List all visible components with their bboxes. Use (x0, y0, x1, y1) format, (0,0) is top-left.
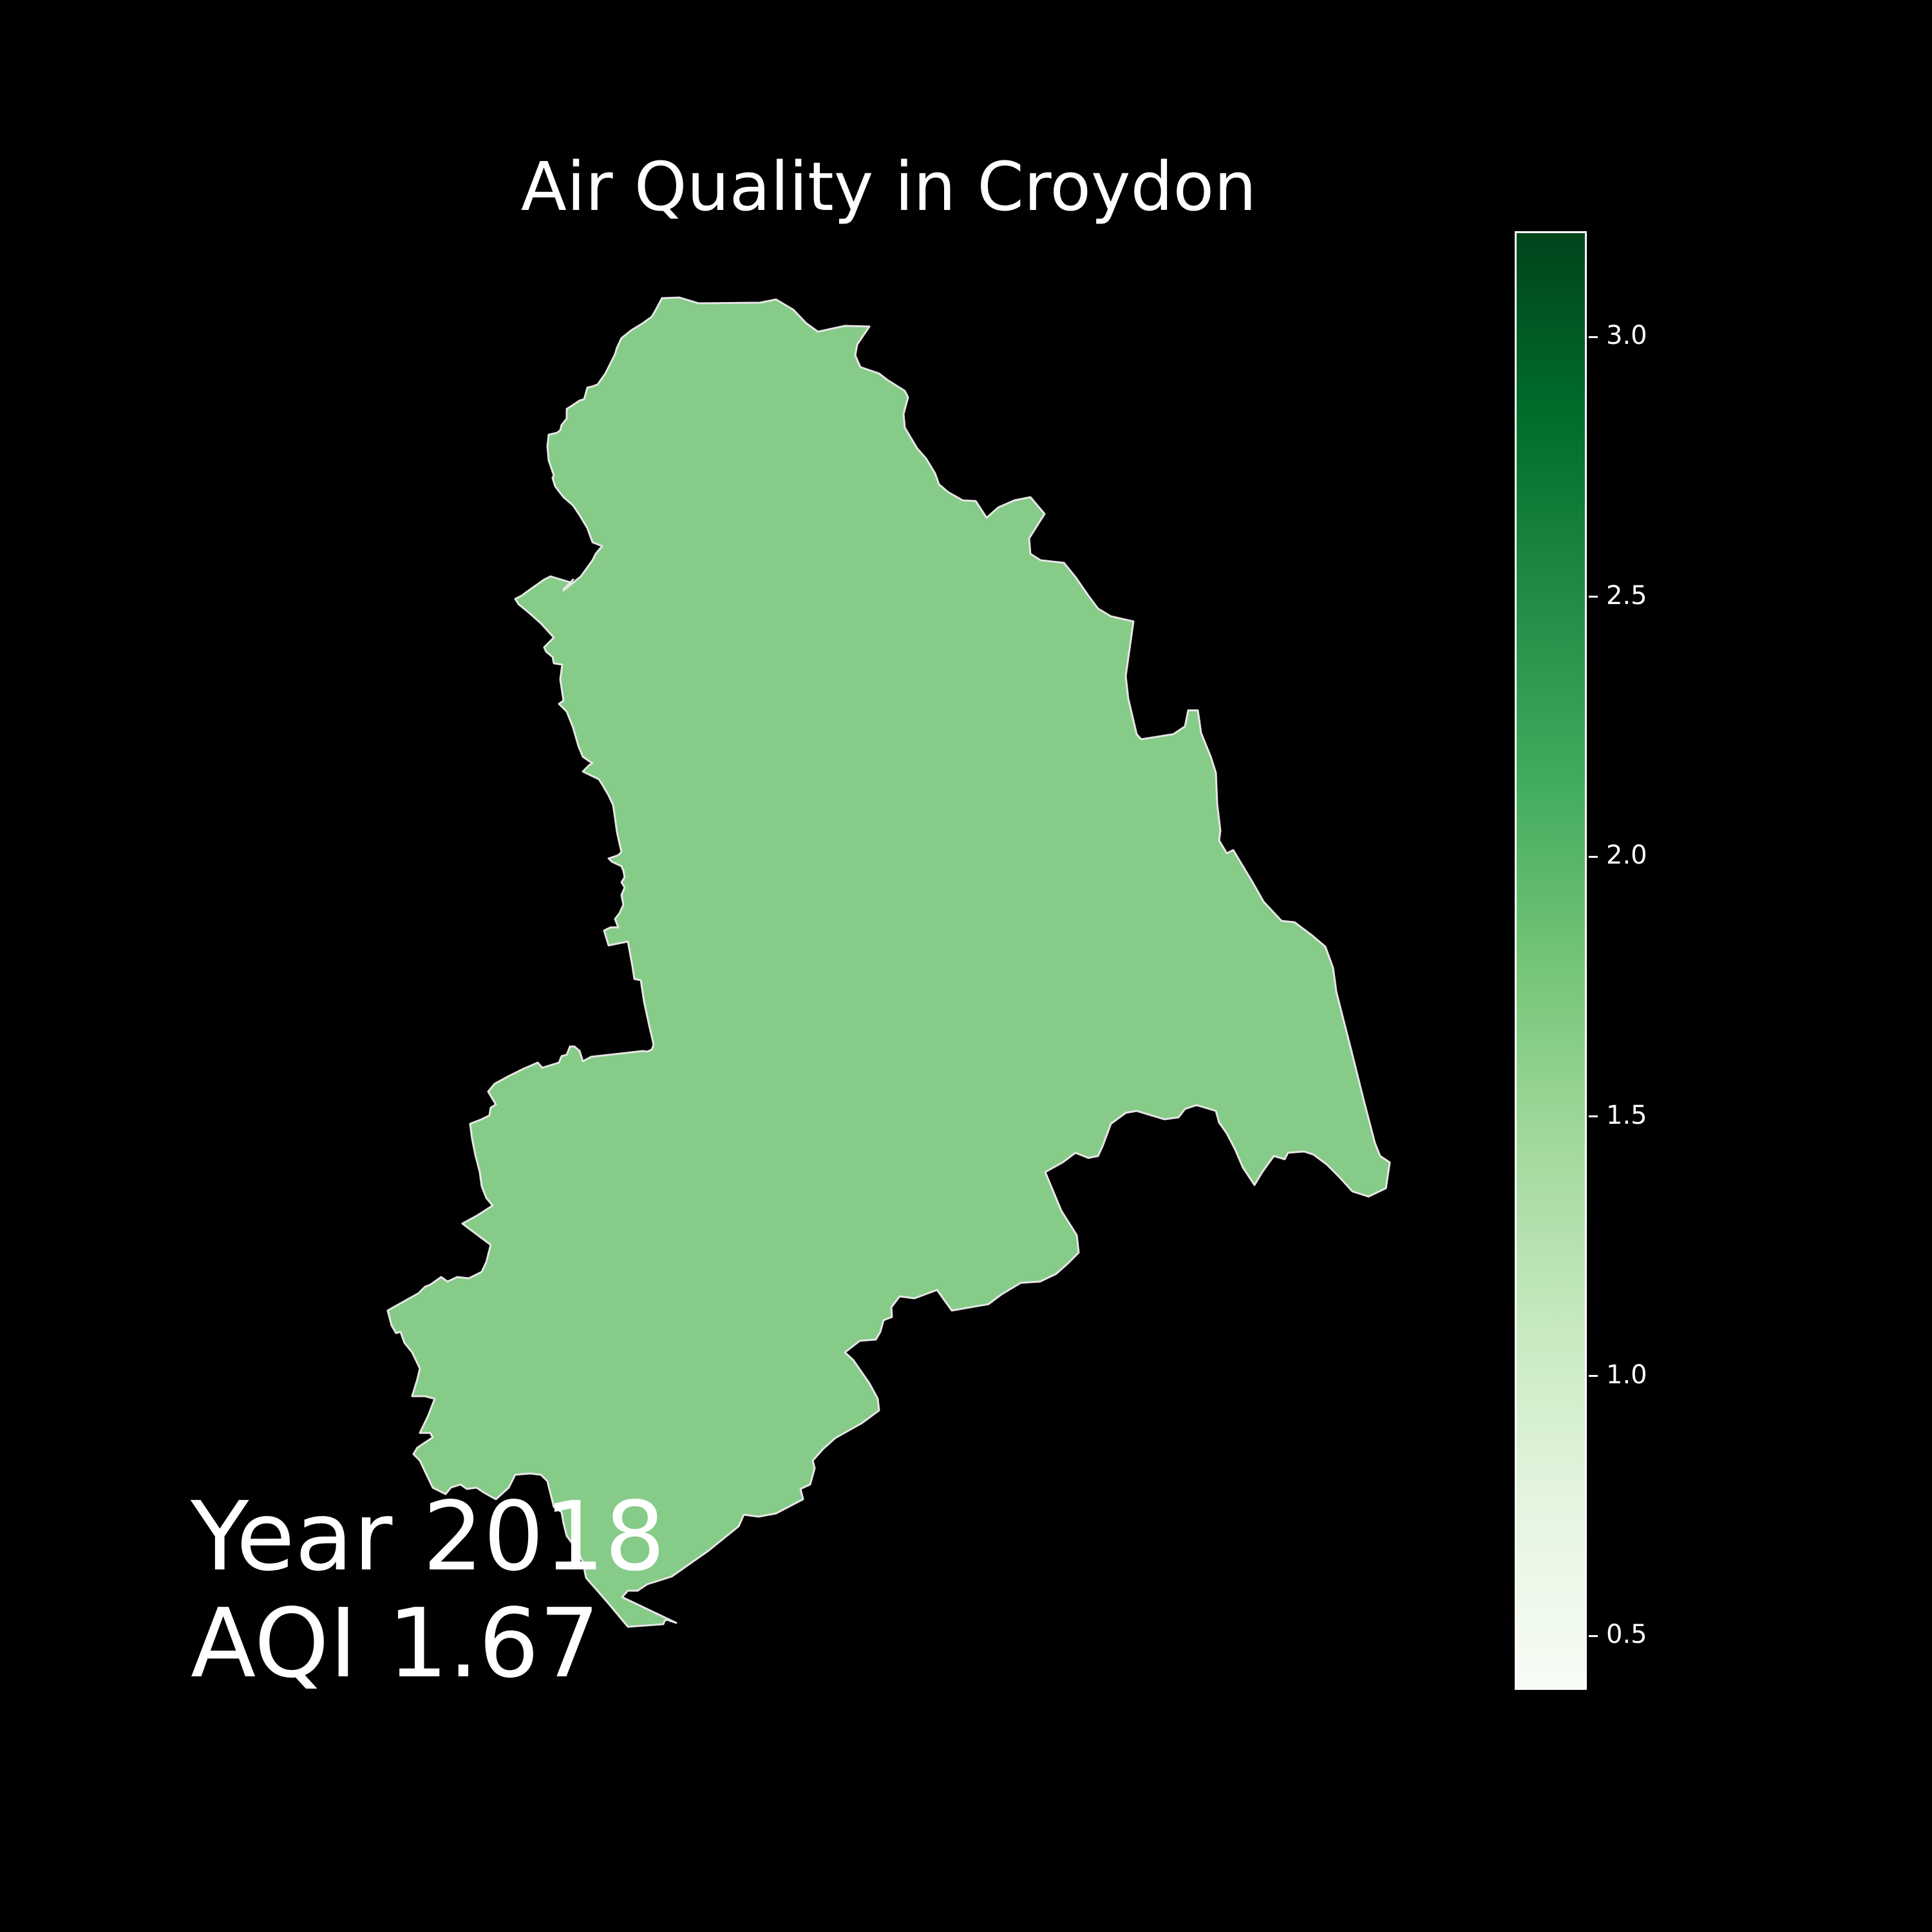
colorbar-tick-label: 2.0 (1606, 840, 1647, 871)
colorbar-tick (1589, 336, 1598, 338)
year-label: Year 2018 (191, 1481, 666, 1592)
colorbar-tick (1589, 1115, 1598, 1118)
colorbar-tick-label: 1.5 (1606, 1100, 1647, 1130)
croydon-region (386, 296, 1391, 1628)
colorbar-tick (1589, 1375, 1598, 1378)
colorbar-tick-label: 1.0 (1606, 1359, 1647, 1390)
colorbar-tick-label: 0.5 (1606, 1620, 1647, 1650)
aqi-label: AQI 1.67 (191, 1588, 600, 1699)
colorbar-tick-label: 3.0 (1606, 321, 1647, 351)
colorbar-tick-label: 2.5 (1606, 580, 1647, 611)
map-title: Air Quality in Croydon (520, 147, 1257, 226)
colorbar-tick (1589, 596, 1598, 598)
colorbar (1515, 231, 1587, 1690)
colorbar-tick (1589, 855, 1598, 858)
colorbar-tick (1589, 1634, 1598, 1637)
